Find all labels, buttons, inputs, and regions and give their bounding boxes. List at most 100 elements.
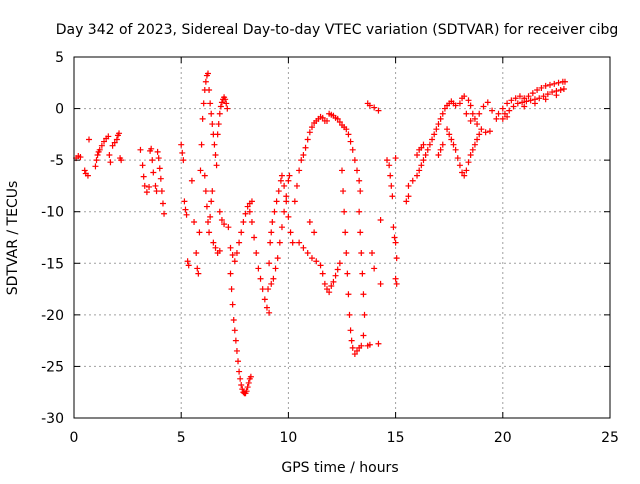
data-point: [351, 351, 358, 358]
data-point: [277, 177, 284, 184]
data-point: [195, 270, 202, 277]
x-axis-label: GPS time / hours: [281, 460, 398, 476]
data-point: [281, 208, 288, 215]
data-point: [231, 258, 238, 265]
data-point: [534, 87, 541, 94]
data-point: [259, 286, 266, 293]
data-point: [184, 258, 191, 265]
data-point: [111, 139, 118, 146]
data-point: [188, 177, 195, 184]
data-point: [418, 144, 425, 151]
data-point: [519, 99, 526, 106]
x-tick-label: 20: [494, 430, 512, 446]
data-point: [209, 188, 216, 195]
data-point: [506, 107, 513, 114]
data-point: [153, 188, 160, 195]
data-point: [214, 131, 221, 138]
data-point: [561, 78, 568, 85]
data-point: [508, 97, 515, 104]
series-hump-10to13h: [291, 110, 364, 205]
y-tick-label: -5: [50, 153, 64, 169]
y-axis-label: SDTVAR / TECUs: [5, 181, 21, 296]
data-point: [439, 141, 446, 148]
data-point: [139, 162, 146, 169]
data-point: [308, 255, 315, 262]
data-point: [267, 239, 274, 246]
data-point: [346, 311, 353, 318]
data-point: [414, 151, 421, 158]
data-point: [191, 219, 198, 226]
data-point: [200, 100, 207, 107]
data-point: [181, 198, 188, 205]
data-point: [228, 286, 235, 293]
data-point: [389, 193, 396, 200]
data-point: [266, 260, 273, 267]
data-point: [201, 172, 208, 179]
data-point: [414, 172, 421, 179]
y-tick-label: -10: [41, 205, 64, 221]
data-point: [435, 121, 442, 128]
data-point: [328, 282, 335, 289]
data-point: [107, 159, 114, 166]
data-point: [431, 131, 438, 138]
data-point: [182, 206, 189, 213]
data-point: [369, 249, 376, 256]
data-point: [444, 126, 451, 133]
data-point: [555, 79, 562, 86]
data-point: [300, 151, 307, 158]
data-point: [227, 244, 234, 251]
data-point: [178, 141, 185, 148]
data-point: [205, 70, 211, 77]
data-point: [216, 208, 223, 215]
data-point: [409, 177, 416, 184]
data-point: [495, 110, 502, 117]
y-tick-label: 0: [55, 102, 64, 118]
data-point: [356, 177, 363, 184]
data-point: [435, 151, 442, 158]
data-point: [287, 229, 294, 236]
data-point: [330, 278, 337, 285]
data-point: [283, 198, 290, 205]
data-point: [248, 198, 255, 205]
series-flat-11to12h: [296, 219, 343, 296]
data-point: [253, 249, 260, 256]
data-point: [467, 102, 474, 109]
data-point: [480, 103, 487, 110]
data-point: [345, 131, 352, 138]
data-point: [343, 126, 350, 133]
data-point: [405, 182, 412, 189]
data-point: [98, 142, 105, 149]
data-point: [274, 255, 281, 262]
data-point: [157, 175, 164, 182]
data-point: [420, 157, 427, 164]
data-point: [302, 144, 309, 151]
data-point: [366, 341, 373, 348]
data-point: [225, 224, 232, 231]
data-point: [255, 265, 262, 272]
data-point: [341, 208, 348, 215]
data-point: [456, 100, 463, 107]
data-point: [544, 91, 551, 98]
data-point: [227, 270, 234, 277]
data-point: [161, 210, 168, 217]
chart-title: Day 342 of 2023, Sidereal Day-to-day VTE…: [56, 22, 619, 38]
data-point: [233, 249, 240, 256]
data-point: [516, 93, 523, 100]
data-point: [84, 172, 91, 179]
data-point: [345, 291, 352, 298]
data-point: [199, 115, 206, 122]
data-point: [285, 177, 292, 184]
data-point: [275, 188, 282, 195]
data-point: [546, 81, 553, 88]
data-point: [504, 100, 511, 107]
data-point: [285, 213, 292, 220]
data-point: [93, 157, 100, 164]
data-point: [240, 219, 247, 226]
data-point: [375, 107, 382, 114]
data-point: [283, 193, 290, 200]
data-point: [272, 265, 279, 272]
data-point: [223, 100, 230, 107]
data-point: [371, 104, 378, 111]
data-point: [557, 87, 564, 94]
data-point: [465, 159, 472, 166]
